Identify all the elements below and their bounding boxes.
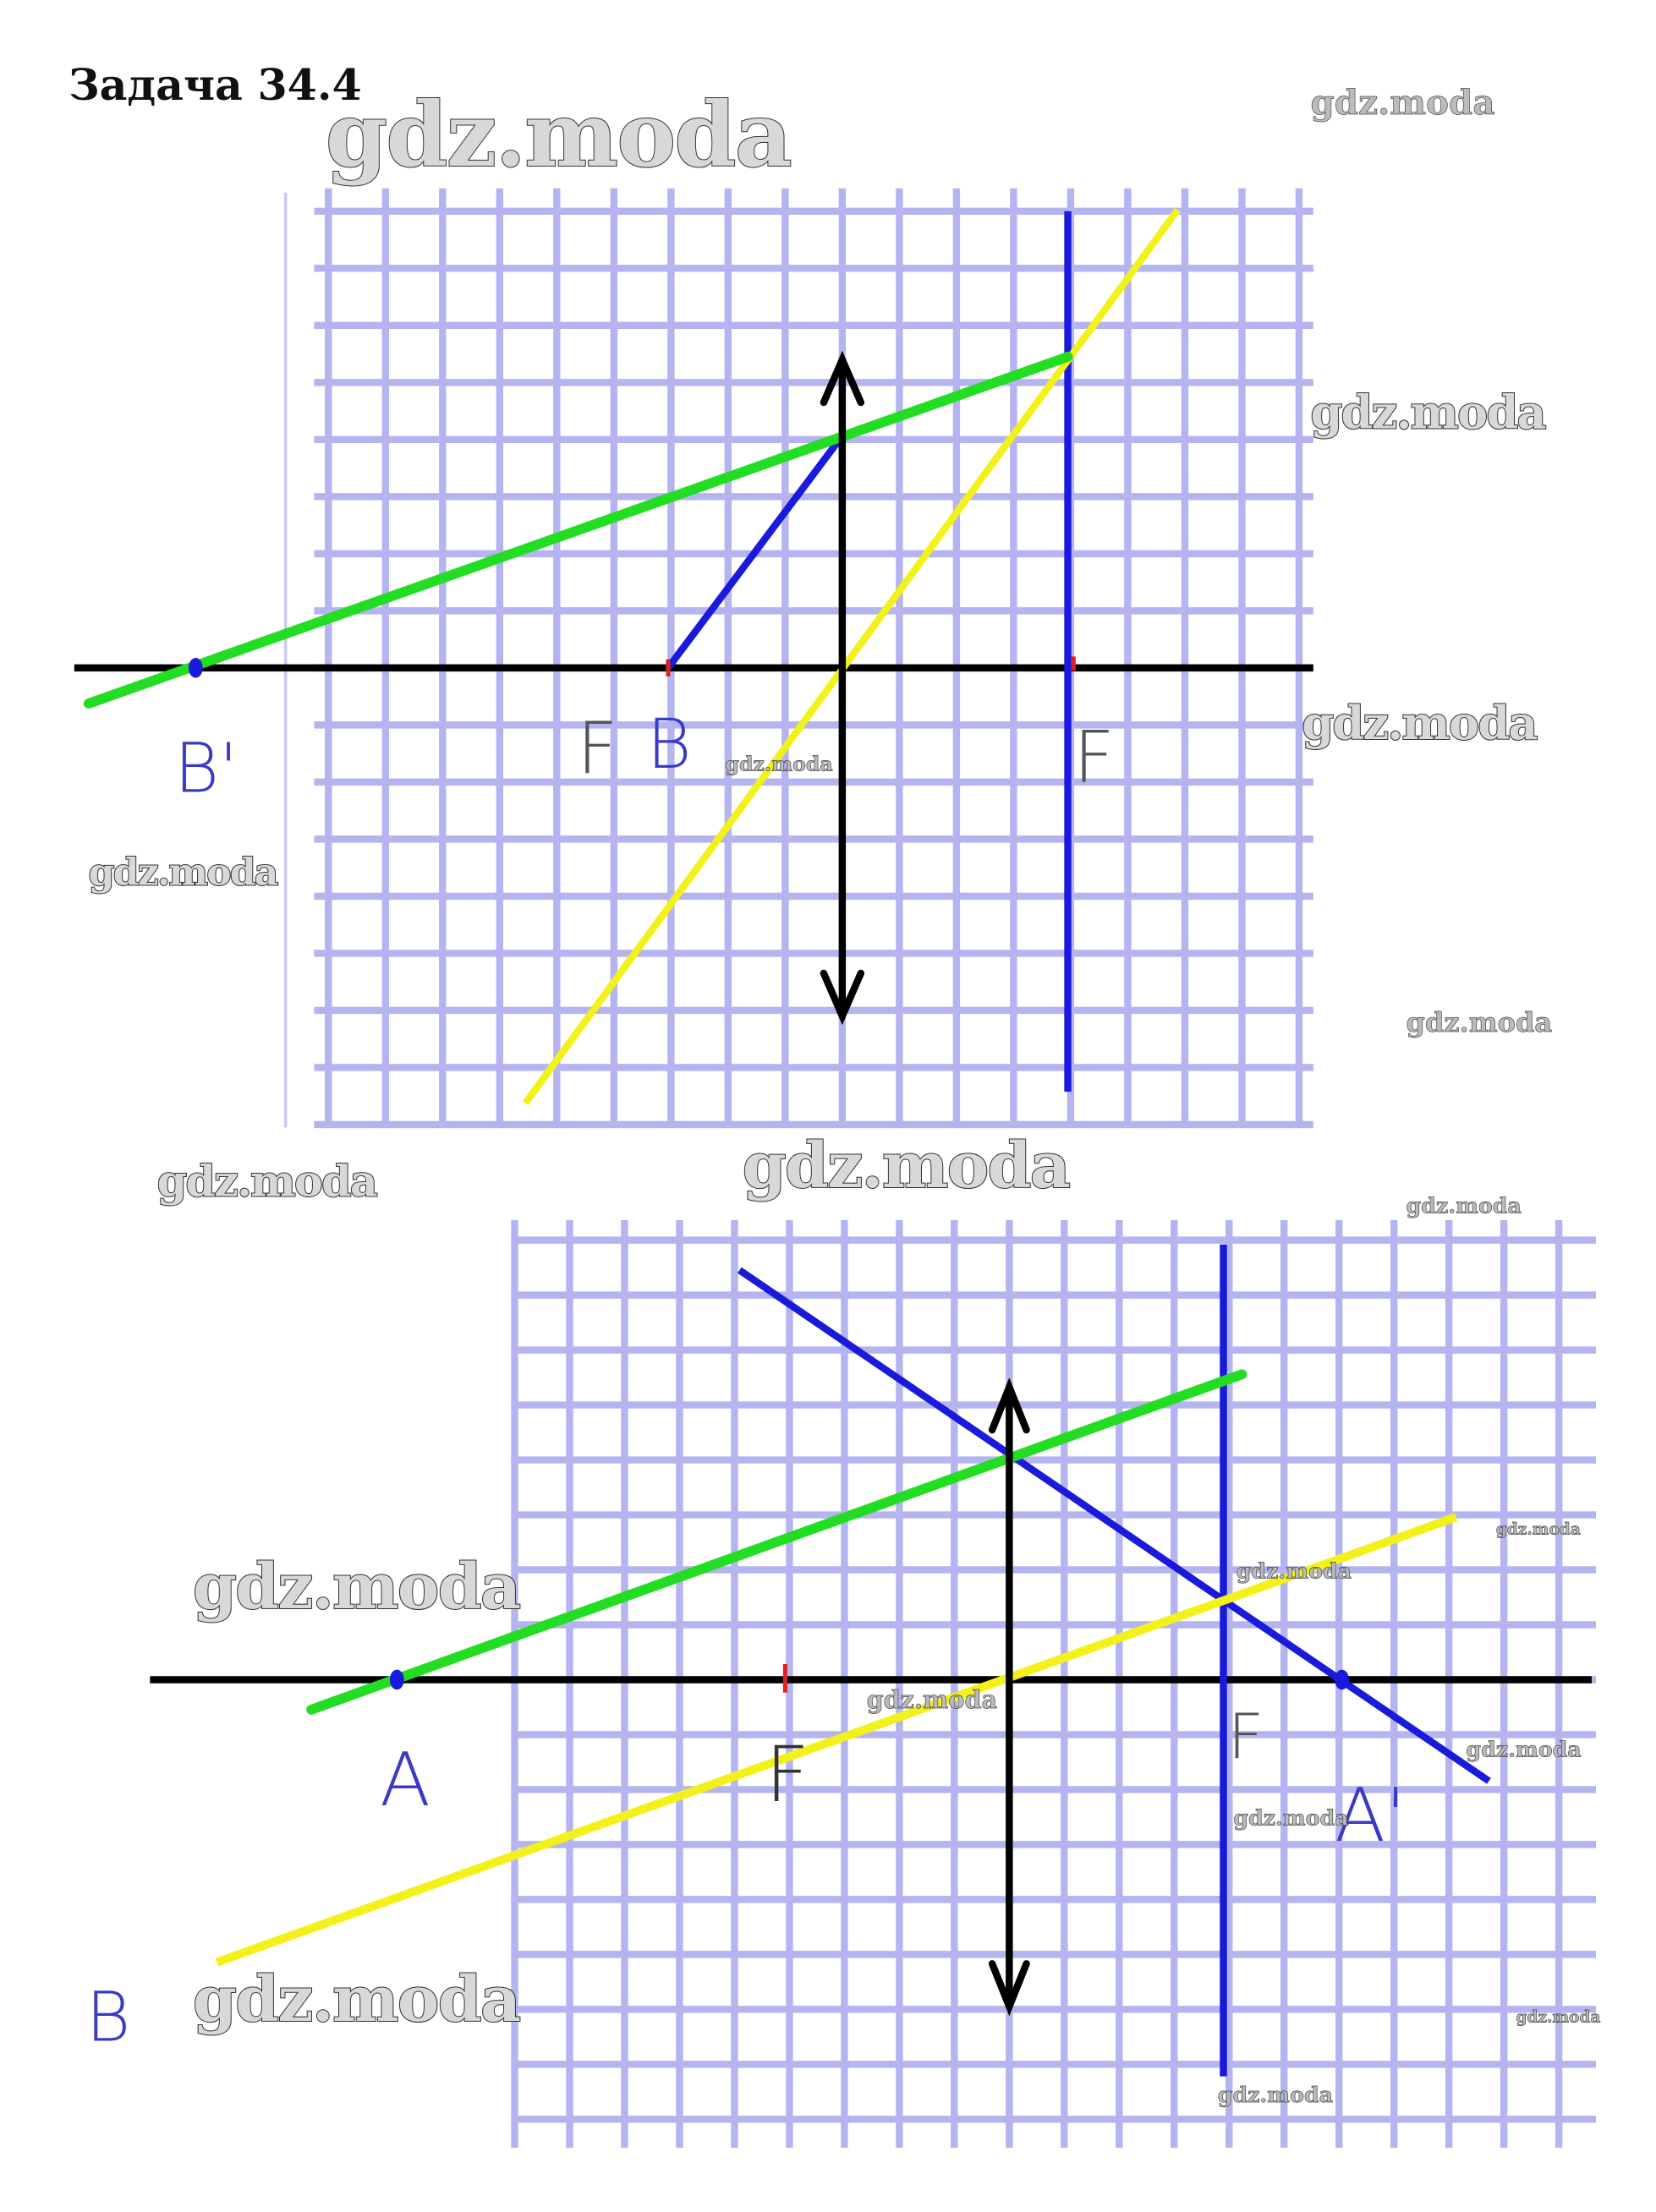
watermark: gdz.moda	[867, 1685, 998, 1714]
watermark: gdz.moda	[1516, 2009, 1600, 2027]
ray-yellow	[215, 1513, 1458, 1967]
watermark: gdz.moda	[193, 1549, 520, 1623]
ray-yellow	[522, 207, 1181, 1106]
task-title: Задача 34.4	[69, 59, 362, 110]
watermark: gdz.moda	[1310, 385, 1545, 439]
watermark: gdz.moda	[1233, 1805, 1348, 1831]
lens-arrow	[820, 350, 865, 1026]
watermark: gdz.moda	[1466, 1737, 1581, 1762]
ray-green	[83, 352, 1073, 709]
image-point-dot	[1335, 1669, 1350, 1690]
lens-arrow	[988, 1377, 1030, 2017]
watermark: gdz.moda	[1407, 1193, 1522, 1218]
grid-paper-bottom	[511, 1220, 1597, 2149]
label-focus-left: F	[577, 708, 618, 791]
label-focus-right: F	[1073, 716, 1115, 799]
watermarks: gdz.moda gdz.moda gdz.moda gdz.moda gdz.…	[88, 82, 1601, 2108]
ray-blue	[737, 1267, 1491, 1784]
diagram-top: B' F B F	[74, 188, 1313, 1129]
object-point-dot	[389, 1669, 404, 1690]
grid-paper-top	[314, 188, 1313, 1129]
ray-green	[306, 1369, 1247, 1715]
watermark: gdz.moda	[326, 83, 791, 187]
watermark: gdz.moda	[1310, 82, 1494, 123]
watermark: gdz.moda	[1237, 1558, 1352, 1584]
watermark: gdz.moda	[193, 1962, 520, 2036]
label-image-point: A'	[1335, 1772, 1406, 1859]
watermark: gdz.moda	[1218, 2082, 1333, 2107]
watermark: gdz.moda	[1302, 696, 1537, 750]
watermark: gdz.moda	[157, 1155, 377, 1206]
label-focus-right: F	[1228, 1700, 1264, 1773]
watermark: gdz.moda	[725, 752, 832, 775]
watermark: gdz.moda	[743, 1128, 1070, 1202]
watermark: gdz.moda	[1496, 1520, 1581, 1538]
diagram-bottom: A F F A' B	[85, 1220, 1597, 2149]
label-object-point: B	[647, 705, 692, 785]
label-ray-b: B	[85, 1978, 130, 2057]
watermark: gdz.moda	[89, 851, 278, 894]
label-object-point: A	[380, 1737, 430, 1823]
ray-blue	[665, 437, 842, 671]
image-point-dot	[188, 658, 203, 678]
label-image-point: B'	[174, 730, 238, 809]
watermark: gdz.moda	[1407, 1006, 1553, 1038]
label-focus-left: F	[765, 1730, 809, 1820]
